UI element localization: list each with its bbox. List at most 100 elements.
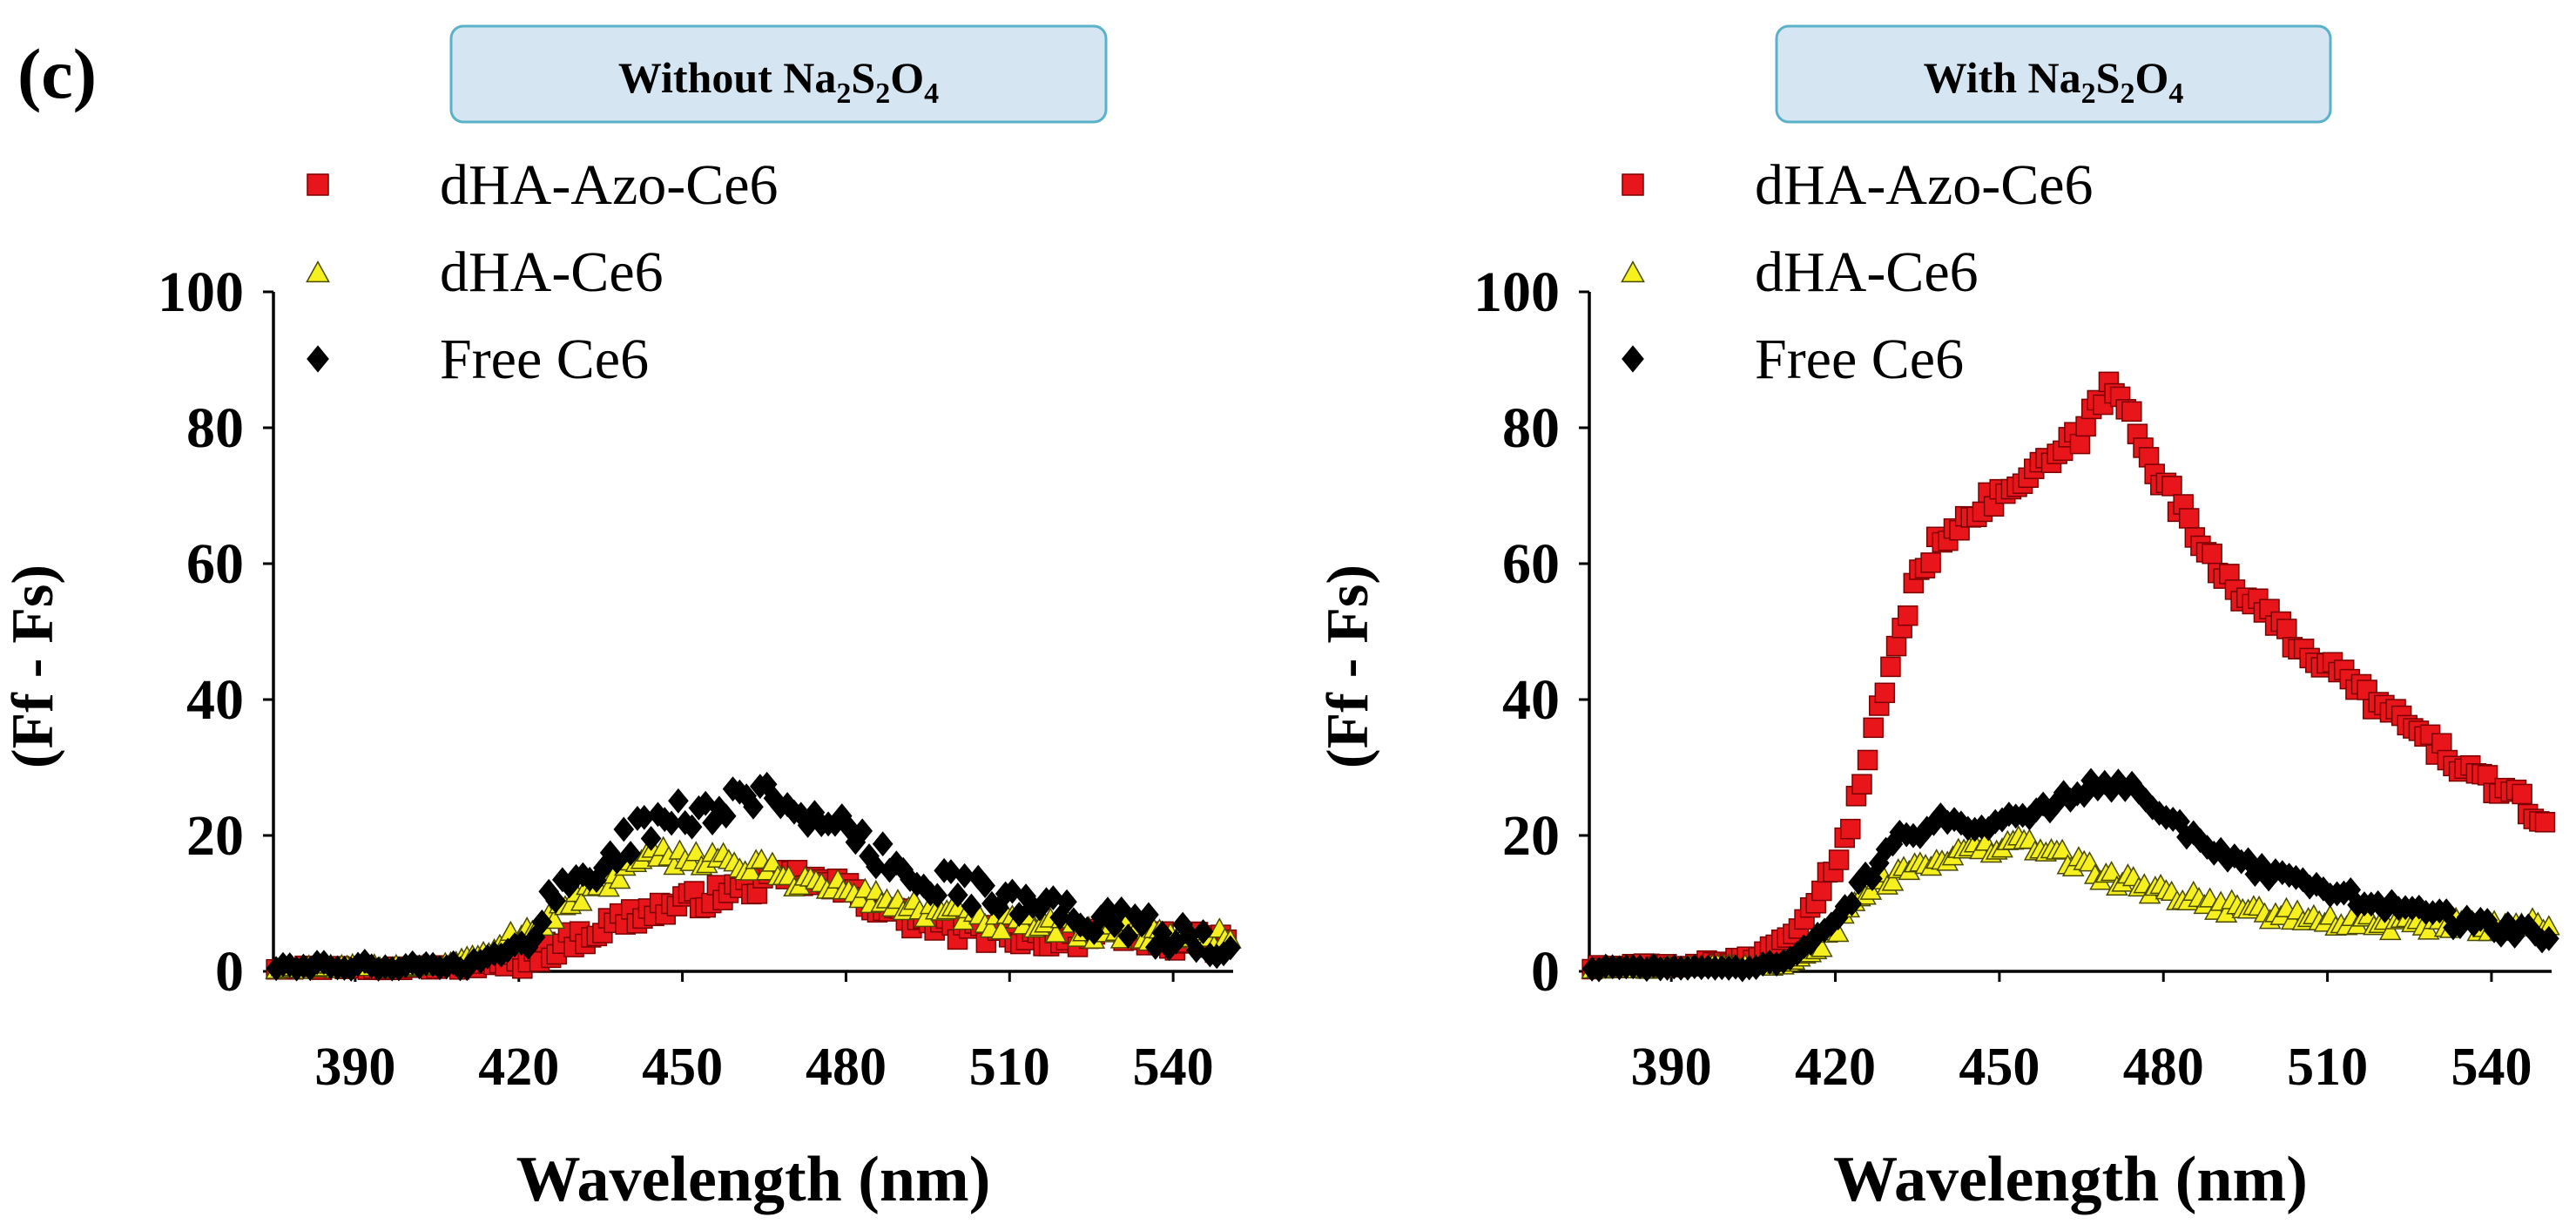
data-point <box>2539 925 2559 951</box>
data-point <box>1841 891 1863 916</box>
x-tick-label: 450 <box>1959 1038 2040 1097</box>
data-point <box>1220 935 1241 961</box>
y-tick-label: 20 <box>186 804 244 868</box>
x-tick-label: 420 <box>478 1038 559 1097</box>
x-tick-label: 420 <box>1795 1038 1876 1097</box>
y-axis-label: (Ff - Fs) <box>1314 565 1380 768</box>
data-point <box>1851 774 1872 795</box>
y-tick-label: 20 <box>1502 804 1560 868</box>
chart-with-na2s2o4: With Na2S2O4 dHA-Azo-Ce6 dHA-Ce6 Free Ce6 0 2… <box>1314 24 2560 1215</box>
data-point <box>947 882 968 908</box>
data-point <box>684 841 708 862</box>
data-point <box>2436 898 2457 924</box>
data-point <box>2417 919 2440 940</box>
legend-marker-square <box>307 173 329 196</box>
data-point <box>640 826 662 851</box>
data-point <box>1897 605 1919 626</box>
y-tick-label: 100 <box>158 260 244 324</box>
data-point <box>1863 717 1884 739</box>
data-point <box>681 814 703 840</box>
y-tick-label: 0 <box>1531 940 1560 1004</box>
data-point <box>545 888 566 914</box>
panel-label: (c) <box>17 34 97 113</box>
data-point <box>1001 878 1023 904</box>
y-tick-label: 40 <box>186 668 244 732</box>
data-point <box>1811 880 1832 902</box>
data-point <box>606 849 628 875</box>
y-tick-label: 40 <box>1502 668 1560 732</box>
data-point <box>852 818 873 844</box>
data-point <box>1044 922 1068 943</box>
data-point <box>1192 919 1214 944</box>
x-tick-label: 480 <box>806 1038 887 1097</box>
data-point <box>2276 619 2297 639</box>
data-point <box>2100 861 2123 882</box>
data-point <box>570 890 593 911</box>
legend-marker-square <box>1622 173 1644 196</box>
data-point <box>1008 902 1030 928</box>
legend-entry: Free Ce6 <box>1622 328 1964 391</box>
data-point <box>1828 849 1850 870</box>
data-point <box>1859 879 1883 900</box>
chart-without-na2s2o4: Without Na2S2O4 dHA-Azo-Ce6 dHA-Ce6 Free Ce… <box>0 24 1242 1215</box>
data-point <box>1138 902 1159 928</box>
legend-marker-diamond <box>307 345 329 373</box>
legend-entry: Free Ce6 <box>307 328 649 391</box>
data-point <box>715 803 737 829</box>
data-point <box>1840 818 1861 840</box>
data-point <box>872 831 894 857</box>
data-point <box>2202 543 2222 565</box>
legend-label: Free Ce6 <box>440 328 649 391</box>
data-point <box>1857 749 1878 771</box>
data-point <box>954 862 975 889</box>
legend-label: dHA-Azo-Ce6 <box>1755 153 2094 217</box>
data-point <box>961 893 982 919</box>
data-point <box>1885 635 1907 657</box>
data-point <box>531 909 553 935</box>
data-point <box>2069 433 2091 455</box>
legend-label: dHA-Ce6 <box>440 240 664 304</box>
data-point <box>990 919 1013 940</box>
legend-entry: dHA-Azo-Ce6 <box>307 153 779 217</box>
data-point <box>1874 682 1896 704</box>
data-point <box>620 841 641 866</box>
y-tick-label: 0 <box>215 940 244 1004</box>
data-point <box>927 882 948 909</box>
data-point <box>1103 913 1125 939</box>
series-diamond <box>1581 768 2559 983</box>
y-axis-label: (Ff - Fs) <box>0 565 65 768</box>
data-point <box>1117 923 1139 950</box>
y-tick-label: 60 <box>1502 532 1560 596</box>
data-point <box>613 816 635 842</box>
data-point <box>1056 889 1077 915</box>
chart-title: Without Na2S2O4 <box>618 53 939 110</box>
data-point <box>2161 476 2182 497</box>
legend-label: dHA-Azo-Ce6 <box>440 153 779 217</box>
x-tick-label: 390 <box>314 1038 395 1097</box>
data-point <box>608 869 631 889</box>
legend-entry: dHA-Ce6 <box>306 240 664 304</box>
legend-label: Free Ce6 <box>1755 328 1964 391</box>
series-square <box>1581 371 2556 980</box>
x-tick-label: 510 <box>2287 1038 2368 1097</box>
data-point <box>1042 885 1064 911</box>
data-point <box>743 794 764 820</box>
x-tick-label: 390 <box>1631 1038 1712 1097</box>
data-point <box>2378 919 2402 941</box>
legend-marker-triangle <box>306 260 330 283</box>
x-tick-label: 510 <box>969 1038 1050 1097</box>
y-tick-label: 60 <box>186 532 244 596</box>
data-point <box>2512 783 2532 805</box>
y-tick-label: 80 <box>1502 396 1560 460</box>
x-tick-label: 540 <box>1133 1038 1214 1097</box>
data-point <box>866 854 887 880</box>
x-axis-label: Wavelength (nm) <box>1833 1144 2308 1215</box>
chart-title: With Na2S2O4 <box>1924 53 2184 110</box>
legend-entry: dHA-Ce6 <box>1621 240 1979 304</box>
data-point <box>2178 508 2200 529</box>
data-point <box>2051 838 2074 859</box>
x-axis-label: Wavelength (nm) <box>516 1144 991 1215</box>
series-diamond <box>266 771 1241 982</box>
legend-marker-triangle <box>1621 260 1645 283</box>
